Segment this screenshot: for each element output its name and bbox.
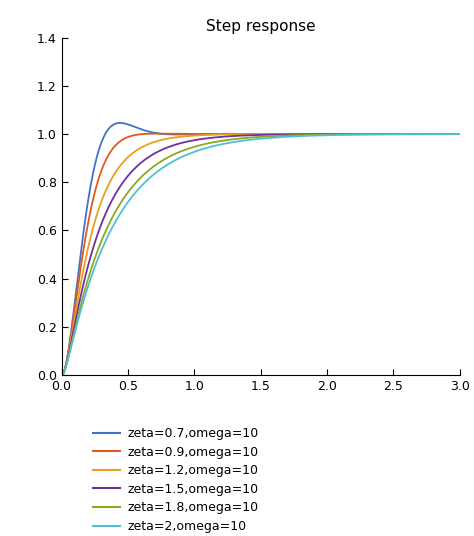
zeta=0.9,omega=10 xyxy=(104,154,110,161)
Line: zeta=1.5,omega=10: zeta=1.5,omega=10 xyxy=(62,134,460,375)
zeta=1.2,omega=10 xyxy=(104,184,110,191)
zeta=0.7,omega=10 xyxy=(211,131,217,137)
zeta=0.7,omega=10 xyxy=(128,122,134,129)
Line: zeta=0.7,omega=10: zeta=0.7,omega=10 xyxy=(62,123,460,375)
zeta=0.9,omega=10 xyxy=(59,372,64,378)
Line: zeta=2,omega=10: zeta=2,omega=10 xyxy=(62,134,460,375)
zeta=1.5,omega=10 xyxy=(128,169,134,176)
zeta=1.8,omega=10 xyxy=(128,185,134,192)
Line: zeta=1.2,omega=10: zeta=1.2,omega=10 xyxy=(62,134,460,375)
zeta=0.7,omega=10 xyxy=(449,131,455,137)
zeta=0.7,omega=10 xyxy=(117,120,123,126)
zeta=0.7,omega=10 xyxy=(406,131,412,137)
zeta=1.8,omega=10 xyxy=(59,372,64,378)
zeta=0.9,omega=10 xyxy=(128,133,134,139)
Line: zeta=0.9,omega=10: zeta=0.9,omega=10 xyxy=(62,133,460,375)
zeta=0.7,omega=10 xyxy=(104,128,110,134)
zeta=1.5,omega=10 xyxy=(104,207,110,214)
zeta=1.5,omega=10 xyxy=(229,133,235,139)
zeta=1.2,omega=10 xyxy=(59,372,64,378)
zeta=1.8,omega=10 xyxy=(104,225,110,232)
zeta=0.9,omega=10 xyxy=(155,130,160,137)
zeta=0.9,omega=10 xyxy=(406,131,412,137)
zeta=2,omega=10 xyxy=(406,131,412,137)
Line: zeta=1.8,omega=10: zeta=1.8,omega=10 xyxy=(62,134,460,375)
zeta=0.9,omega=10 xyxy=(449,131,455,137)
zeta=1.8,omega=10 xyxy=(449,131,455,137)
zeta=0.9,omega=10 xyxy=(229,131,235,137)
zeta=1.2,omega=10 xyxy=(449,131,455,137)
zeta=1.8,omega=10 xyxy=(406,131,412,137)
zeta=1.2,omega=10 xyxy=(211,131,217,138)
zeta=1.2,omega=10 xyxy=(128,152,134,158)
zeta=0.9,omega=10 xyxy=(457,131,463,137)
Title: Step response: Step response xyxy=(206,19,316,34)
zeta=2,omega=10 xyxy=(229,139,235,146)
zeta=1.5,omega=10 xyxy=(406,131,412,137)
zeta=2,omega=10 xyxy=(457,131,463,137)
zeta=2,omega=10 xyxy=(211,143,217,149)
zeta=0.7,omega=10 xyxy=(457,131,463,137)
zeta=1.5,omega=10 xyxy=(211,135,217,141)
zeta=1.8,omega=10 xyxy=(229,136,235,143)
zeta=1.2,omega=10 xyxy=(406,131,412,137)
zeta=1.8,omega=10 xyxy=(211,139,217,145)
zeta=2,omega=10 xyxy=(104,235,110,241)
zeta=2,omega=10 xyxy=(128,195,134,202)
zeta=0.7,omega=10 xyxy=(59,372,64,378)
zeta=0.7,omega=10 xyxy=(229,131,235,137)
zeta=2,omega=10 xyxy=(59,372,64,378)
zeta=1.8,omega=10 xyxy=(457,131,463,137)
zeta=0.9,omega=10 xyxy=(211,131,217,137)
zeta=2,omega=10 xyxy=(449,131,455,137)
Legend: zeta=0.7,omega=10, zeta=0.9,omega=10, zeta=1.2,omega=10, zeta=1.5,omega=10, zeta: zeta=0.7,omega=10, zeta=0.9,omega=10, ze… xyxy=(88,422,264,536)
zeta=1.5,omega=10 xyxy=(457,131,463,137)
zeta=1.2,omega=10 xyxy=(457,131,463,137)
zeta=1.2,omega=10 xyxy=(229,131,235,138)
zeta=1.5,omega=10 xyxy=(59,372,64,378)
zeta=1.5,omega=10 xyxy=(449,131,455,137)
